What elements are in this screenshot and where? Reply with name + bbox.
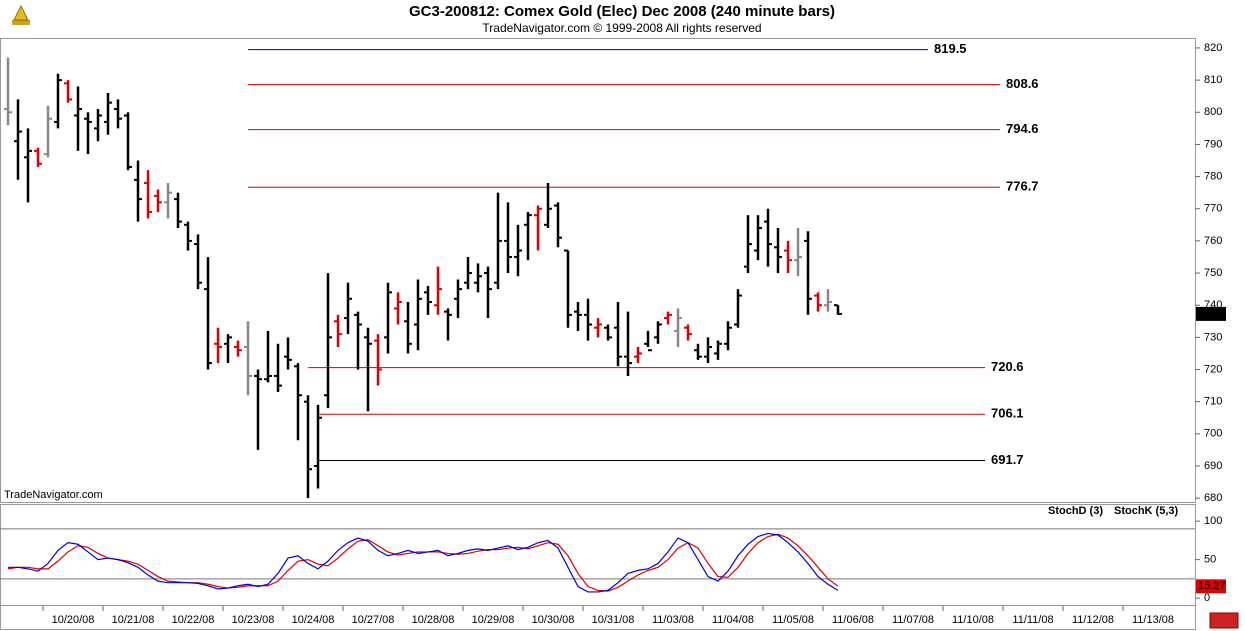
- x-tick-label: 11/05/08: [772, 614, 814, 626]
- y-tick-label: 730: [1204, 331, 1222, 343]
- x-tick-label: 10/23/08: [232, 614, 275, 626]
- y-tick-label: 770: [1204, 203, 1222, 215]
- x-tick-label: 11/10/08: [952, 614, 994, 626]
- x-tick-label: 11/13/08: [1132, 614, 1174, 626]
- x-tick-label: 10/27/08: [352, 614, 395, 626]
- x-tick-label: 10/22/08: [172, 614, 215, 626]
- x-tick-label: 10/31/08: [592, 614, 635, 626]
- y-tick-label: 750: [1204, 267, 1222, 279]
- level-label: 808.6: [1006, 76, 1039, 91]
- x-tick-label: 11/11/08: [1012, 614, 1053, 626]
- chart-title: GC3-200812: Comex Gold (Elec) Dec 2008 (…: [409, 3, 835, 20]
- level-label: 776.7: [1006, 179, 1039, 194]
- price-panel: [0, 38, 1196, 503]
- x-tick-label: 10/29/08: [472, 614, 515, 626]
- y-tick-label: 700: [1204, 428, 1222, 440]
- x-tick-label: 11/03/08: [652, 614, 694, 626]
- y-tick-label: 800: [1204, 106, 1222, 118]
- level-label: 706.1: [991, 406, 1024, 421]
- stoch-line: [8, 532, 839, 593]
- y-tick-label: 780: [1204, 170, 1222, 182]
- y-tick-label: 710: [1204, 396, 1222, 408]
- x-tick-label: 11/04/08: [712, 614, 754, 626]
- watermark: TradeNavigator.com: [4, 489, 103, 501]
- y-tick-label: 790: [1204, 138, 1222, 150]
- level-label: 794.6: [1006, 121, 1039, 136]
- logo: [12, 4, 30, 25]
- x-tick-label: 11/06/08: [832, 614, 874, 626]
- legend-label: StochD (3): [1048, 505, 1103, 517]
- y-tick-label: 0: [1204, 592, 1210, 604]
- x-tick-label: 11/12/08: [1072, 614, 1114, 626]
- x-tick-label: 10/20/08: [52, 614, 95, 626]
- chart-subtitle: TradeNavigator.com © 1999-2008 All right…: [482, 21, 761, 35]
- y-tick-label: 100: [1204, 515, 1222, 527]
- x-tick-label: 10/24/08: [292, 614, 335, 626]
- x-tick-label: 11/07/08: [892, 614, 934, 626]
- y-tick-label: 680: [1204, 492, 1222, 504]
- x-tick-label: 10/21/08: [112, 614, 155, 626]
- last-stoch-box: [1196, 579, 1226, 594]
- level-label: 691.7: [991, 452, 1024, 467]
- last-price-label: 737.3: [1198, 308, 1226, 320]
- x-tick-label: 10/30/08: [532, 614, 575, 626]
- level-label: 720.6: [991, 359, 1024, 374]
- last-stoch-label: 15.27: [1198, 580, 1226, 592]
- y-tick-label: 720: [1204, 363, 1222, 375]
- x-tick-label: 10/28/08: [412, 614, 455, 626]
- y-tick-label: 810: [1204, 74, 1222, 86]
- legend-label: StochK (5,3): [1114, 505, 1179, 517]
- y-tick-label: 760: [1204, 235, 1222, 247]
- last-price-box: [1196, 306, 1226, 321]
- y-tick-label: 690: [1204, 460, 1222, 472]
- date-axis: [0, 605, 1196, 630]
- level-label: 819.5: [934, 41, 967, 56]
- y-tick-label: 820: [1204, 42, 1222, 54]
- close-button: [1209, 612, 1239, 629]
- y-tick-label: 50: [1204, 554, 1216, 566]
- stoch-line: [7, 533, 839, 592]
